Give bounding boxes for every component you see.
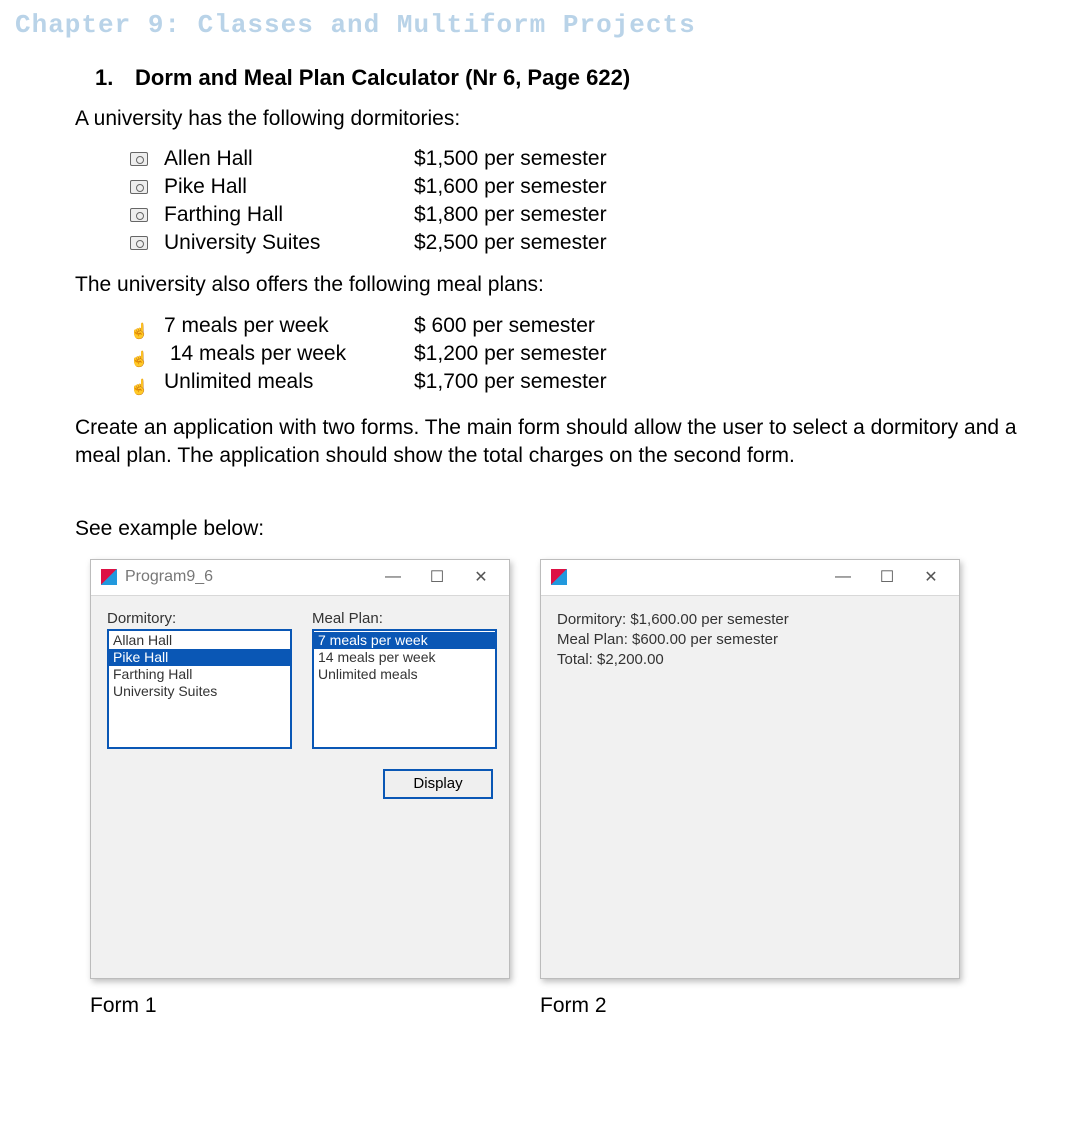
bullet-icon	[130, 152, 148, 166]
instructions: Create an application with two forms. Th…	[75, 414, 1050, 471]
see-example: See example below:	[75, 515, 1050, 543]
meal-table: 7 meals per week$ 600 per semester 14 me…	[130, 312, 1050, 396]
dorm-price: $1,600 per semester	[414, 175, 607, 199]
close-button[interactable]: ✕	[909, 563, 953, 591]
dorm-name: Allen Hall	[164, 147, 414, 171]
app-icon	[551, 569, 567, 585]
list-item[interactable]: 14 meals per week	[314, 649, 495, 666]
display-button[interactable]: Display	[383, 769, 493, 799]
meal-price: $ 600 per semester	[414, 314, 595, 338]
bullet-icon	[130, 374, 146, 390]
form2-caption: Form 2	[540, 994, 960, 1018]
form1-title: Program9_6	[125, 568, 371, 586]
intro-meals: The university also offers the following…	[75, 271, 1050, 299]
minimize-button[interactable]: —	[821, 563, 865, 591]
bullet-icon	[130, 318, 146, 334]
dorm-name: Pike Hall	[164, 175, 414, 199]
dorm-name: University Suites	[164, 231, 414, 255]
dorm-price: $1,500 per semester	[414, 147, 607, 171]
dormitory-label: Dormitory:	[107, 610, 292, 627]
minimize-button[interactable]: —	[371, 563, 415, 591]
dorm-price: $1,800 per semester	[414, 203, 607, 227]
dorm-table: Allen Hall$1,500 per semester Pike Hall$…	[130, 145, 1050, 257]
meal-name: Unlimited meals	[164, 370, 414, 394]
intro-dorms: A university has the following dormitori…	[75, 105, 1050, 133]
bullet-icon	[130, 236, 148, 250]
meal-name: 14 meals per week	[164, 342, 414, 366]
mealplan-listbox[interactable]: 7 meals per week14 meals per weekUnlimit…	[312, 629, 497, 749]
question-title: Dorm and Meal Plan Calculator (Nr 6, Pag…	[135, 65, 630, 91]
question-number: 1.	[95, 65, 135, 91]
list-item[interactable]: University Suites	[109, 683, 290, 700]
maximize-button[interactable]: ☐	[865, 563, 909, 591]
output-mealplan: Meal Plan: $600.00 per semester	[557, 630, 943, 650]
dorm-name: Farthing Hall	[164, 203, 414, 227]
bullet-icon	[130, 346, 146, 362]
meal-name: 7 meals per week	[164, 314, 414, 338]
meal-price: $1,200 per semester	[414, 342, 607, 366]
list-item[interactable]: Allan Hall	[109, 632, 290, 649]
list-item[interactable]: Unlimited meals	[314, 666, 495, 683]
output-total: Total: $2,200.00	[557, 650, 943, 670]
meal-price: $1,700 per semester	[414, 370, 607, 394]
bullet-icon	[130, 180, 148, 194]
form2-window: — ☐ ✕ Dormitory: $1,600.00 per semester …	[540, 559, 960, 979]
bullet-icon	[130, 208, 148, 222]
list-item[interactable]: 7 meals per week	[314, 632, 495, 649]
chapter-title: Chapter 9: Classes and Multiform Project…	[15, 10, 1050, 40]
form1-window: Program9_6 — ☐ ✕ Dormitory: Allan HallPi…	[90, 559, 510, 979]
list-item[interactable]: Farthing Hall	[109, 666, 290, 683]
list-item[interactable]: Pike Hall	[109, 649, 290, 666]
dormitory-listbox[interactable]: Allan HallPike HallFarthing HallUniversi…	[107, 629, 292, 749]
close-button[interactable]: ✕	[459, 563, 503, 591]
form1-caption: Form 1	[90, 994, 510, 1018]
maximize-button[interactable]: ☐	[415, 563, 459, 591]
app-icon	[101, 569, 117, 585]
dorm-price: $2,500 per semester	[414, 231, 607, 255]
mealplan-label: Meal Plan:	[312, 610, 497, 627]
output-dormitory: Dormitory: $1,600.00 per semester	[557, 610, 943, 630]
